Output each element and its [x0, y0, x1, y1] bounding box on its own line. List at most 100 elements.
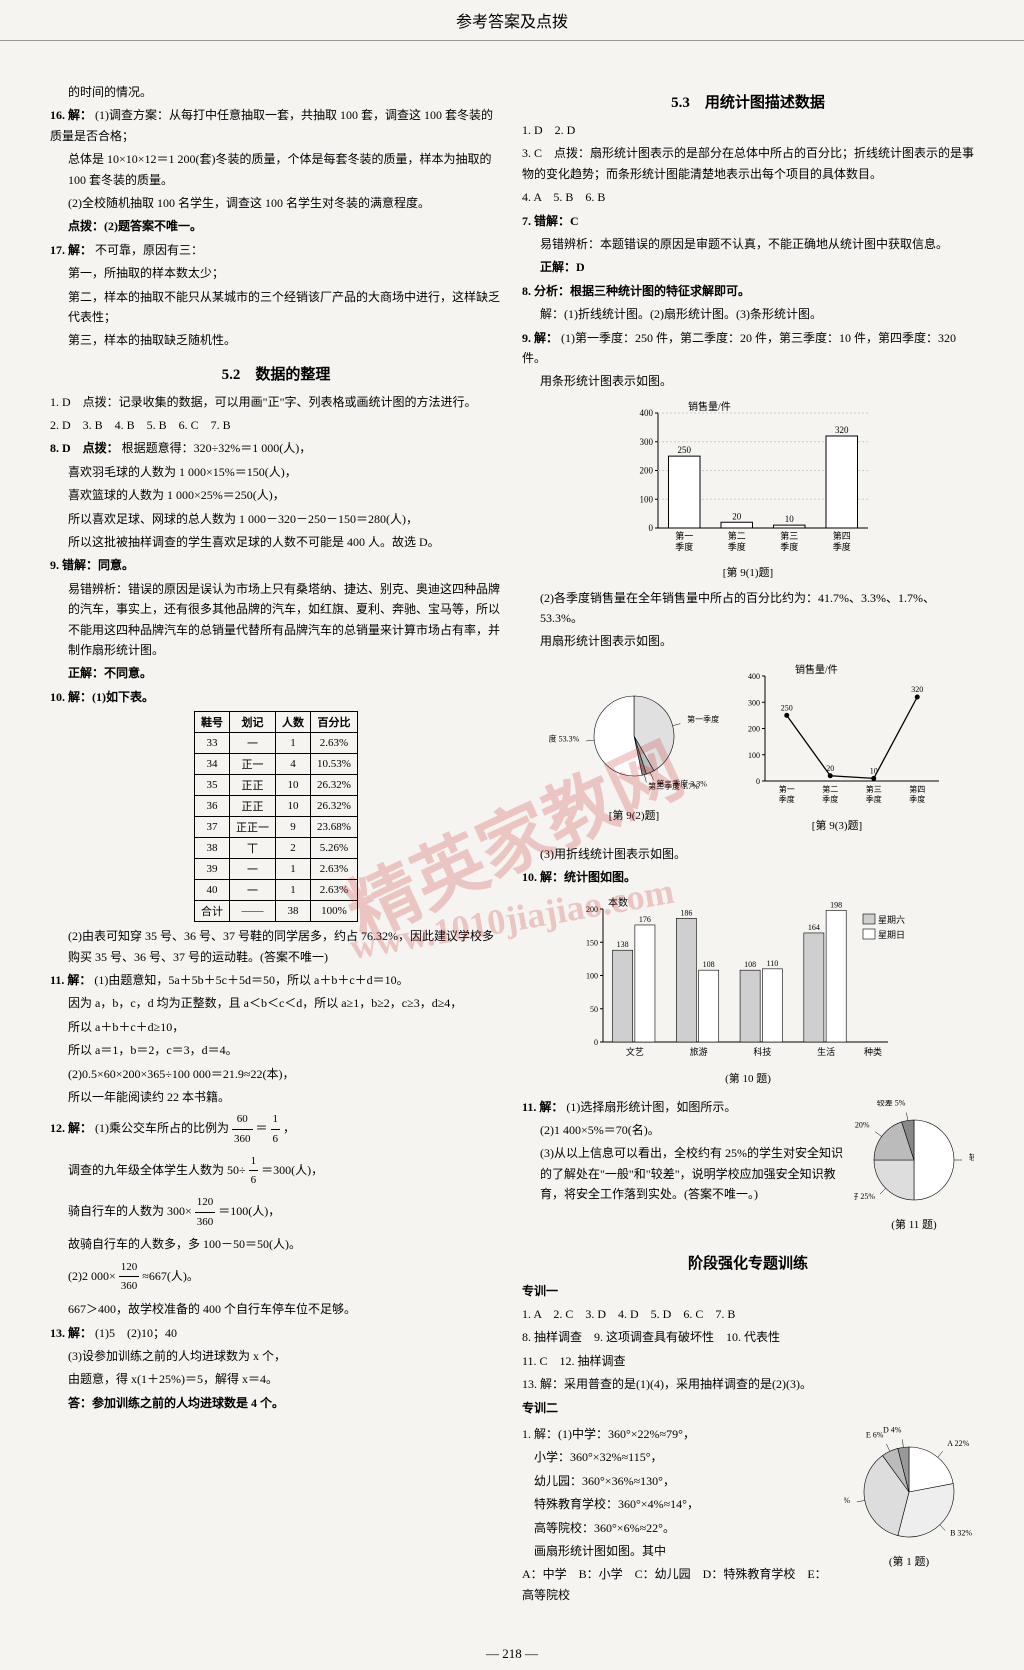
- s53-i8-l1: 解：(1)折线统计图。(2)扇形统计图。(3)条形统计图。: [522, 304, 974, 324]
- s53-i9: 9. 解： (1)第一季度：250 件，第二季度：20 件，第三季度：10 件，…: [522, 328, 974, 369]
- q17-l3: 第二，样本的抽取不能只从某城市的三个经销该厂产品的大商场中进行，这样缺乏代表性；: [50, 287, 502, 328]
- s53-i11-l2: (2)1 400×5%＝70(名)。: [522, 1120, 846, 1140]
- chart-10-grouped-bar: 本数050100150200138176文艺186108旅游108110科技16…: [568, 894, 928, 1064]
- page-body: 的时间的情况。 16. 解： (1)调查方案：从每打中任意抽取一套，共抽取 10…: [0, 49, 1024, 1638]
- s52-i8-l1: 根据题意得：320÷32%＝1 000(人)，: [122, 441, 312, 455]
- svg-text:200: 200: [586, 905, 598, 914]
- s53-i7-l2: 正解：D: [522, 257, 974, 277]
- svg-text:400: 400: [640, 408, 654, 418]
- s52-i12-l4: 故骑自行车的人数多，多 100－50＝50(人)。: [50, 1234, 502, 1254]
- svg-text:200: 200: [640, 465, 654, 475]
- svg-text:第三季度 1.7%: 第三季度 1.7%: [648, 781, 699, 791]
- s53-i1-2: 1. D 2. D: [522, 120, 974, 140]
- chart-9-1-bar: 销售量/件0100200300400250第一季度20第二季度10第三季度320…: [618, 398, 878, 558]
- svg-text:季度: 季度: [909, 794, 925, 804]
- svg-text:星期六: 星期六: [878, 914, 905, 925]
- s53-i8: 8. 分析：根据三种统计图的特征求解即可。: [522, 281, 974, 301]
- s52-i13: 13. 解： (1)5 (2)10；40: [50, 1323, 502, 1343]
- s53-i9-l2: 用条形统计图表示如图。: [522, 371, 974, 391]
- svg-text:季度: 季度: [780, 541, 798, 552]
- zx2-l3: 幼儿园：360°×36%≈130°，: [522, 1471, 836, 1491]
- th-3: 百分比: [311, 712, 358, 733]
- q16-l1: (1)调查方案：从每打中任意抽取一套，共抽取 100 套，调查这 100 套冬装…: [50, 108, 493, 142]
- svg-text:E 6%: E 6%: [866, 1431, 884, 1440]
- svg-text:10: 10: [785, 514, 795, 524]
- chart-9-3-line: 销售量/件0100200300400250第一季度20第二季度10第三季度320…: [727, 661, 947, 811]
- s52-i13-l2: (3)设参加训练之前的人均进球数为 x 个，: [50, 1346, 502, 1366]
- svg-text:186: 186: [680, 908, 692, 917]
- svg-text:300: 300: [640, 436, 654, 446]
- q17-l1: 不可靠，原因有三：: [95, 243, 203, 257]
- q17: 17. 解： 不可靠，原因有三：: [50, 240, 502, 260]
- svg-text:季度: 季度: [833, 541, 851, 552]
- svg-text:一般 20%: 一般 20%: [854, 1119, 870, 1129]
- svg-text:第二: 第二: [728, 530, 746, 541]
- s52-i9: 9. 错解：同意。: [50, 555, 502, 575]
- svg-text:第三: 第三: [780, 530, 798, 541]
- q17-label: 17. 解：: [50, 243, 92, 257]
- s52-i10-l1: (2)由表可知穿 35 号、36 号、37 号鞋的同学居多，约占 76.32%，…: [50, 926, 502, 967]
- q17-l2: 第一，所抽取的样本数太少；: [50, 263, 502, 283]
- s53-i9-l3: (2)各季度销售量在全年销售量中所占的百分比约为：41.7%、3.3%、1.7%…: [522, 588, 974, 629]
- svg-text:176: 176: [639, 915, 651, 924]
- svg-text:164: 164: [808, 923, 820, 932]
- svg-text:108: 108: [744, 960, 756, 969]
- zx1-l1: 1. A 2. C 3. D 4. D 5. D 6. C 7. B: [522, 1304, 974, 1324]
- svg-text:D 4%: D 4%: [883, 1427, 902, 1434]
- svg-text:C 36%: C 36%: [844, 1496, 850, 1505]
- svg-text:150: 150: [586, 938, 598, 947]
- svg-text:200: 200: [748, 724, 760, 733]
- s52-i12-l3: 骑自行车的人数为 300× 120360 ＝100(人)，: [50, 1193, 502, 1231]
- svg-text:第二: 第二: [822, 784, 838, 794]
- s52-i12-l2: 调查的九年级全体学生人数为 50÷ 16 ＝300(人)，: [50, 1152, 502, 1190]
- svg-text:100: 100: [640, 494, 654, 504]
- zx1-head: 专训一: [522, 1281, 974, 1301]
- svg-text:0: 0: [649, 523, 654, 533]
- svg-text:第四: 第四: [909, 784, 925, 794]
- th-0: 鞋号: [195, 712, 230, 733]
- svg-text:第一季度 41.7%: 第一季度 41.7%: [687, 714, 719, 724]
- svg-text:季度: 季度: [866, 794, 882, 804]
- zx2-l5: 高等院校：360°×6%≈22°。: [522, 1518, 836, 1538]
- shoe-table: 鞋号 划记 人数 百分比 33一12.63% 34正一410.53% 35正正1…: [194, 711, 358, 922]
- svg-text:销售量/件: 销售量/件: [688, 400, 731, 413]
- s52-i13-label: 13. 解：: [50, 1326, 92, 1340]
- svg-text:第四: 第四: [833, 530, 851, 541]
- svg-text:季度: 季度: [779, 794, 795, 804]
- zx2-l1: 1. 解：(1)中学：360°×22%≈79°，: [522, 1424, 836, 1444]
- s52-i11-l5: (2)0.5×60×200×365÷100 000＝21.9≈22(本)，: [50, 1064, 502, 1084]
- svg-text:较好 50%: 较好 50%: [969, 1152, 974, 1162]
- frac-60-360: 60360: [232, 1110, 253, 1148]
- s52-i13-l4: 答：参加训练之前的人均进球数是 4 个。: [50, 1393, 502, 1413]
- q11-row: 11. 解： (1)选择扇形统计图，如图所示。 (2)1 400×5%＝70(名…: [522, 1094, 974, 1240]
- s53-i7: 7. 错解：C: [522, 211, 974, 231]
- zx1-l2: 8. 抽样调查 9. 这项调查具有破坏性 10. 代表性: [522, 1327, 974, 1347]
- svg-text:星期日: 星期日: [878, 930, 905, 940]
- chart-9-2-3-row: 第一季度 41.7%第二季度 3.3%第三季度 1.7%第四季度 53.3% […: [522, 655, 974, 841]
- q16-l3: (2)全校随机抽取 100 名学生，调查这 100 名学生对冬装的满意程度。: [50, 193, 502, 213]
- svg-text:文艺: 文艺: [626, 1046, 644, 1057]
- svg-text:销售量/件: 销售量/件: [795, 663, 838, 676]
- caption-9-3: [第 9(3)题]: [727, 817, 947, 833]
- s52-i11-l6: 所以一年能阅读约 22 本书籍。: [50, 1087, 502, 1107]
- s52-i12-l6: 667＞400，故学校准备的 400 个自行车停车位不足够。: [50, 1299, 502, 1319]
- s52-i8-l2: 喜欢羽毛球的人数为 1 000×15%＝150(人)，: [50, 462, 502, 482]
- svg-text:B 32%: B 32%: [950, 1529, 972, 1538]
- caption-10: (第 10 题): [522, 1070, 974, 1086]
- svg-text:季度: 季度: [728, 541, 746, 552]
- s52-i8: 8. D 点拨： 根据题意得：320÷32%＝1 000(人)，: [50, 438, 502, 458]
- caption-zx2: (第 1 题): [844, 1553, 974, 1569]
- s53-i9-l5: (3)用折线统计图表示如图。: [522, 844, 974, 864]
- right-column: 5.3 用统计图描述数据 1. D 2. D 3. C 点拨：扇形统计图表示的是…: [522, 79, 974, 1608]
- svg-text:生活: 生活: [817, 1046, 835, 1057]
- th-1: 划记: [230, 712, 276, 733]
- q16-label: 16. 解：: [50, 108, 92, 122]
- chart-11-pie: 较好 50%很好 25%一般 20%较差 5%: [854, 1100, 974, 1210]
- q16-l2: 总体是 10×10×12＝1 200(套)冬装的质量，个体是每套冬装的质量，样本…: [50, 149, 502, 190]
- page-footer: — 218 —: [0, 1638, 1024, 1670]
- s52-i9-l1: 易错辨析：错误的原因是误认为市场上只有桑塔纳、捷达、别克、奥迪这四种品牌的汽车，…: [50, 579, 502, 661]
- s52-i11-l2: 因为 a，b，c，d 均为正整数，且 a＜b＜c＜d，所以 a≥1，b≥2，c≥…: [50, 993, 502, 1013]
- section-52-title: 5.2 数据的整理: [50, 363, 502, 384]
- svg-text:第四季度 53.3%: 第四季度 53.3%: [549, 734, 580, 744]
- s52-i11-label: 11. 解：: [50, 973, 91, 987]
